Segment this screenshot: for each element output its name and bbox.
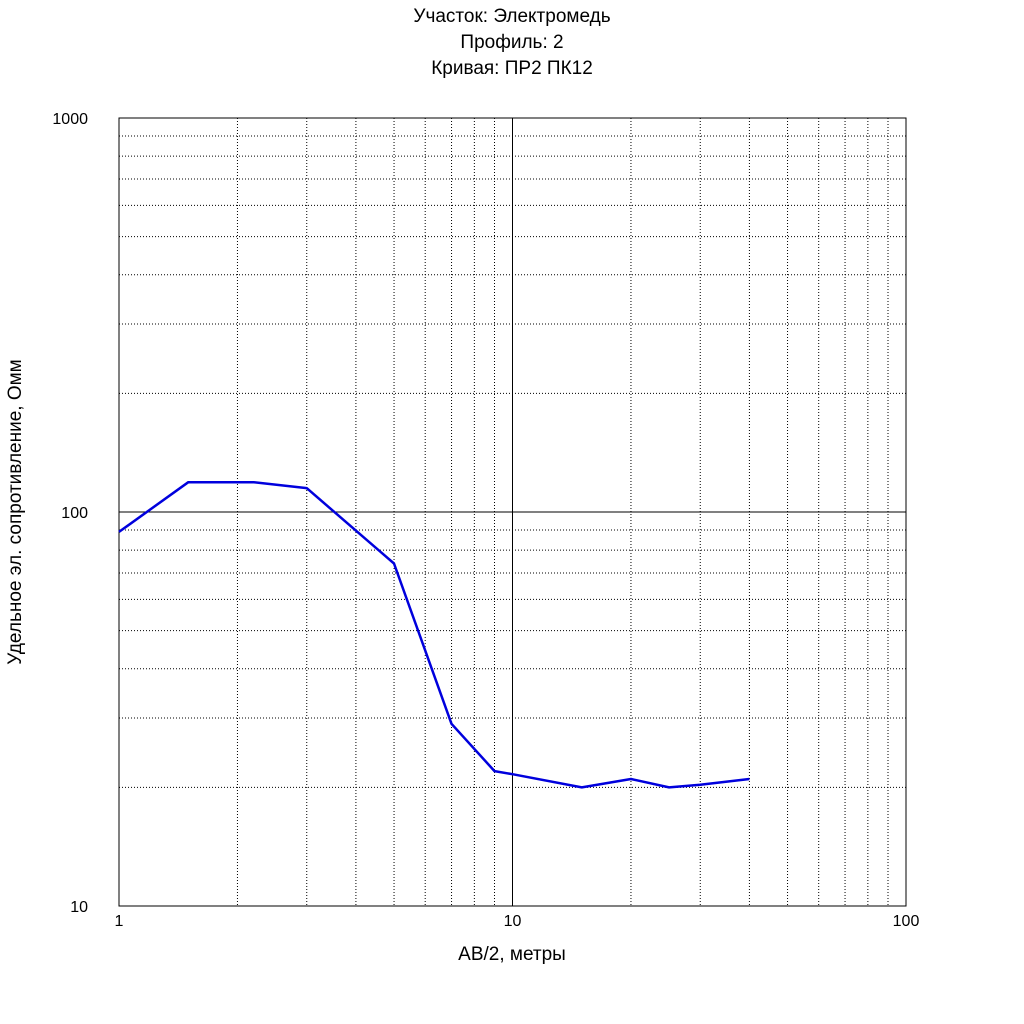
- y-tick-label: 1000: [52, 111, 88, 128]
- y-tick-label: 10: [70, 899, 88, 916]
- x-tick-label: 100: [893, 913, 920, 930]
- chart-title: Участок: Электромедь Профиль: 2 Кривая: …: [0, 4, 1024, 82]
- x-axis-label: AB/2, метры: [458, 944, 566, 965]
- plot-frame: [118, 117, 907, 907]
- x-tick-label: 1: [115, 913, 124, 930]
- title-line-curve: Кривая: ПР2 ПК12: [431, 58, 593, 79]
- title-line-profile: Профиль: 2: [460, 32, 564, 53]
- title-line-area: Участок: Электромедь: [413, 6, 611, 27]
- y-axis-label: Удельное эл. сопротивление, Омм: [5, 359, 26, 665]
- x-tick-label: 10: [504, 913, 522, 930]
- y-tick-label: 100: [61, 505, 88, 522]
